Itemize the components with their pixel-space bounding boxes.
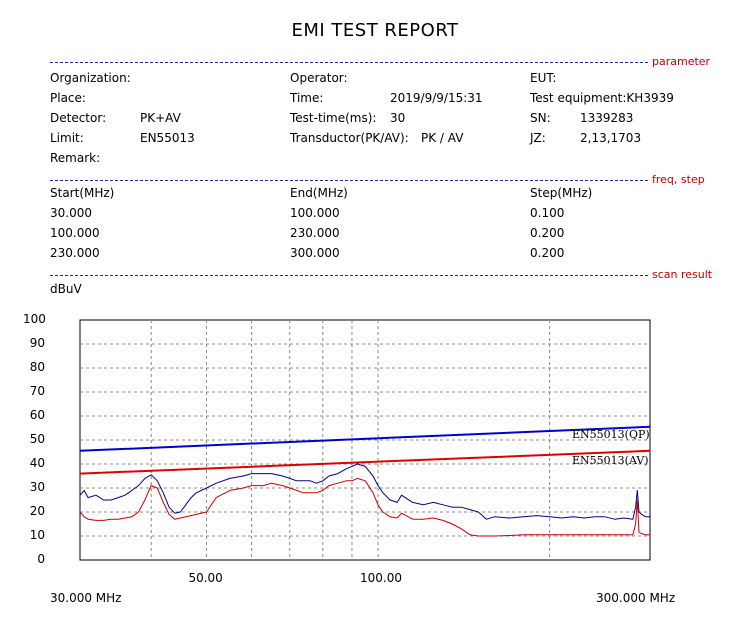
limit-label: Limit: [50, 131, 84, 145]
y-tick-label: 30 [29, 480, 45, 494]
time-value: 2019/9/9/15:31 [390, 91, 483, 105]
scan-result-separator [50, 275, 648, 276]
test-time-value: 30 [390, 111, 406, 125]
y-tick-label: 10 [29, 528, 45, 542]
row-2-end: 230.000 [290, 226, 340, 240]
y-tick-label: 40 [29, 456, 45, 470]
parameter-separator [50, 62, 648, 63]
series-av [79, 477, 650, 537]
x-tick-label: 50.00 [188, 571, 223, 585]
limit-label-av: EN55013(AV) [572, 454, 649, 467]
operator-label: Operator: [290, 71, 348, 85]
scan-result-section-label: scan result [650, 268, 713, 281]
y-tick-label: 60 [29, 408, 45, 422]
series-en55013-av [79, 449, 651, 475]
row-3-step: 0.200 [530, 246, 565, 260]
y-tick-label: 90 [29, 336, 45, 350]
sn-value: 1339283 [580, 111, 634, 125]
remark-label: Remark: [50, 151, 101, 165]
y-tick-label: 0 [37, 552, 45, 566]
y-axis-unit: dBuV [50, 282, 82, 296]
y-tick-label: 20 [29, 504, 45, 518]
end-header: End(MHz) [290, 186, 348, 200]
x-start-label: 30.000 MHz [50, 591, 122, 605]
test-time-label: Test-time(ms): [290, 111, 377, 125]
organization-label: Organization: [50, 71, 131, 85]
y-tick-label: 70 [29, 384, 45, 398]
jz-value: 2,13,1703 [580, 131, 642, 145]
x-end-label: 300.000 MHz [596, 591, 676, 605]
row-3-start: 230.000 [50, 246, 100, 260]
test-equipment-label: Test equipment:KH3939 [530, 91, 674, 105]
series-en55013-qp [79, 425, 651, 452]
y-tick-label: 100 [23, 312, 46, 326]
freq-step-section-label: freq, step [650, 173, 705, 186]
transductor-value: PK / AV [421, 131, 464, 145]
row-3-end: 300.000 [290, 246, 340, 260]
y-tick-label: 80 [29, 360, 45, 374]
place-label: Place: [50, 91, 86, 105]
detector-label: Detector: [50, 111, 107, 125]
freq-step-separator [50, 180, 648, 181]
report-title: EMI TEST REPORT [291, 20, 459, 41]
series-pk [79, 463, 650, 520]
row-2-start: 100.000 [50, 226, 100, 240]
limit-value: EN55013 [140, 131, 195, 145]
x-tick-label: 100.00 [360, 571, 403, 585]
start-header: Start(MHz) [50, 186, 115, 200]
jz-label: JZ: [530, 131, 546, 145]
parameter-section-label: parameter [650, 55, 711, 68]
row-2-step: 0.200 [530, 226, 565, 240]
transductor-label: Transductor(PK/AV): [290, 131, 409, 145]
time-label: Time: [290, 91, 324, 105]
step-header: Step(MHz) [530, 186, 593, 200]
row-1-end: 100.000 [290, 206, 340, 220]
y-tick-label: 50 [29, 432, 45, 446]
row-1-start: 30.000 [50, 206, 92, 220]
limit-label-qp: EN55013(QP) [572, 428, 650, 441]
detector-value: PK+AV [140, 111, 181, 125]
sn-label: SN: [530, 111, 551, 125]
eut-label: EUT: [530, 71, 557, 85]
row-1-step: 0.100 [530, 206, 565, 220]
